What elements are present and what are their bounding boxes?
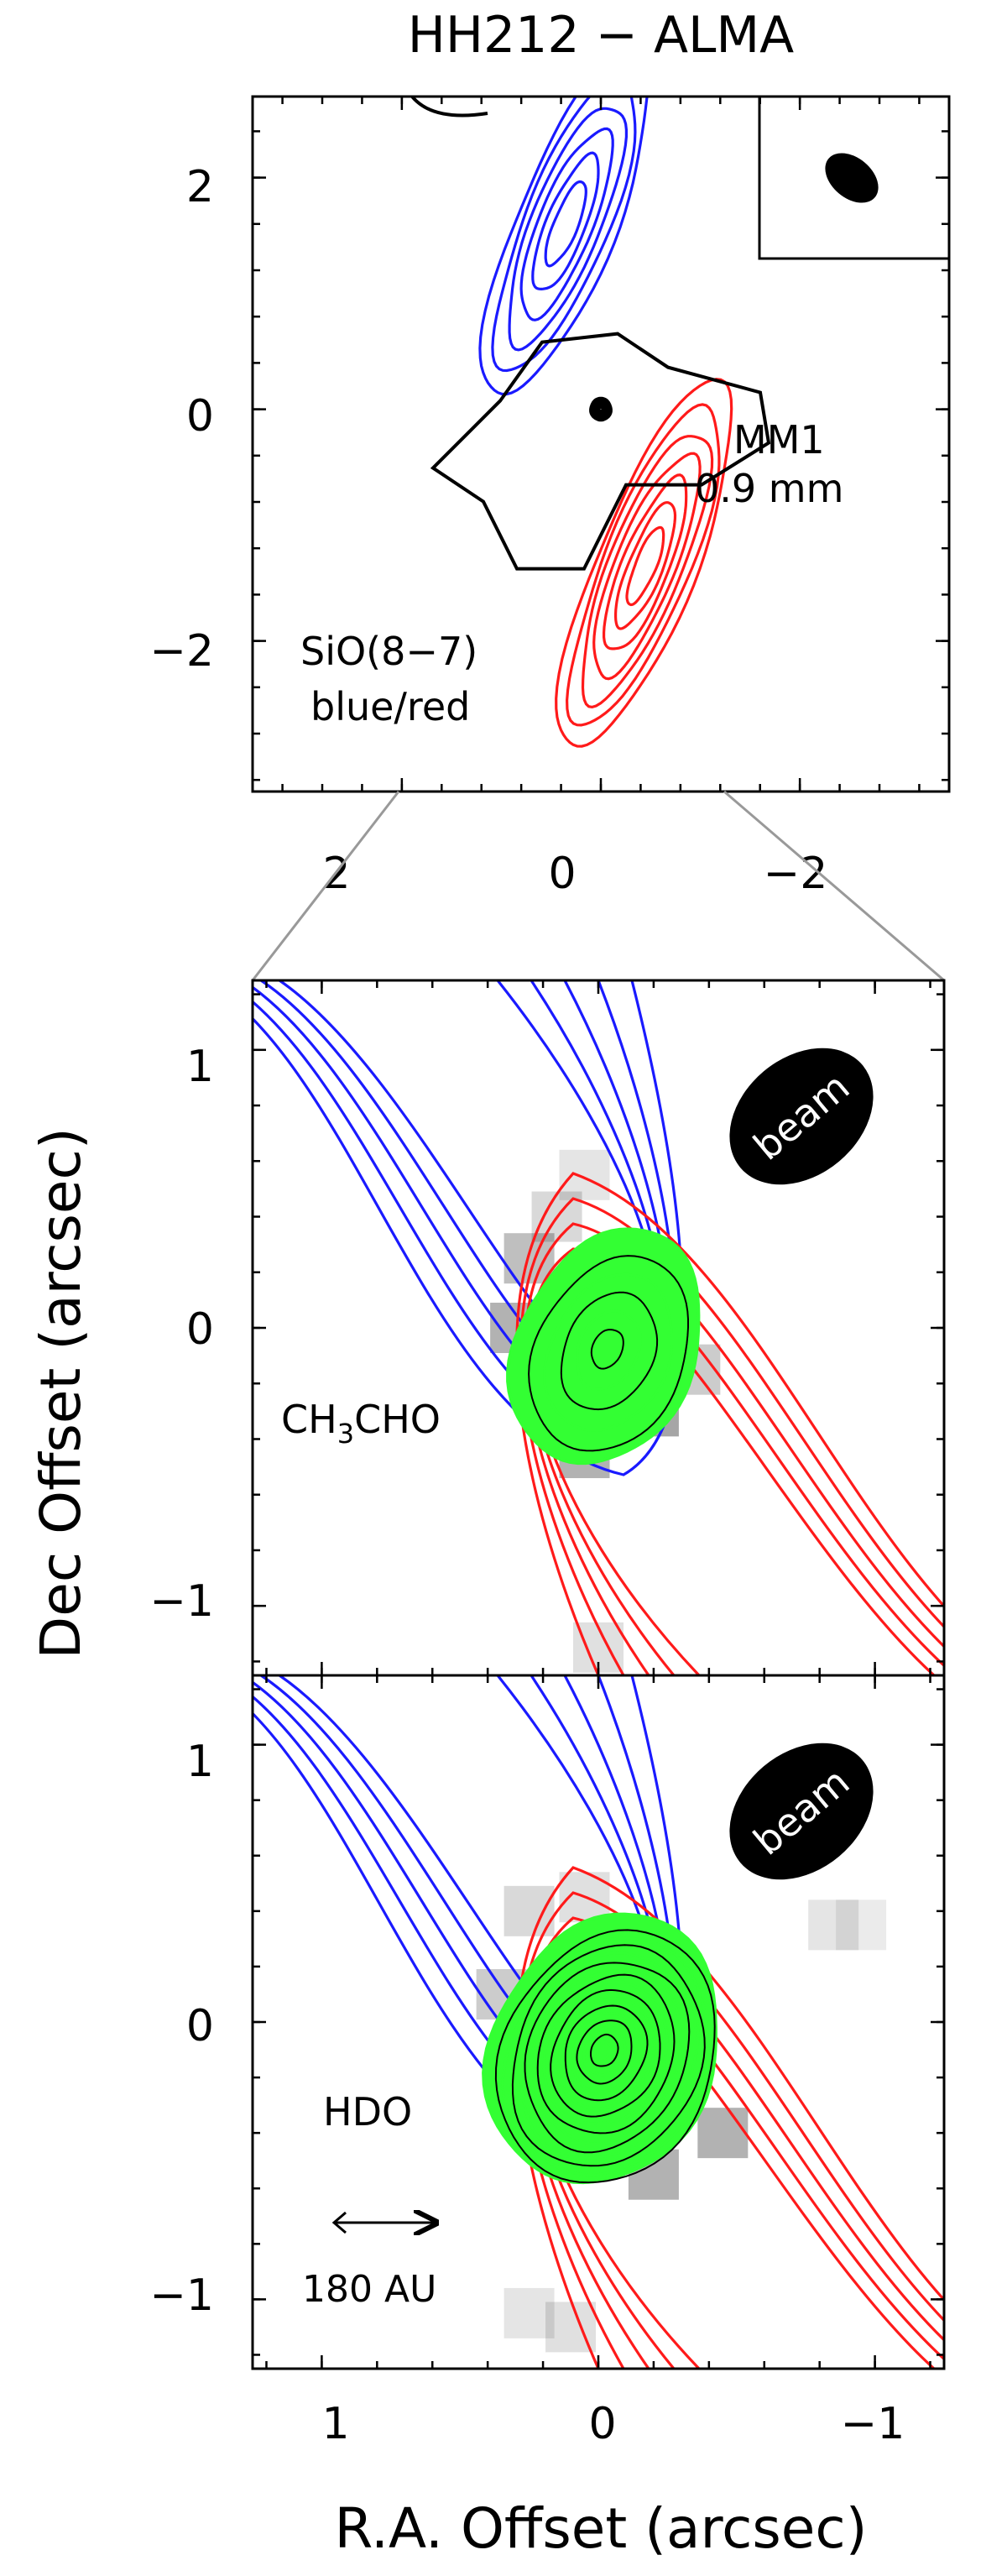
top-ytick-0: 0 [186, 391, 214, 442]
sio-blue-contour [531, 151, 600, 291]
bottom-ytick-0: 0 [186, 2001, 214, 2051]
emission-contour [582, 2025, 627, 2077]
sio-blue-contour [508, 107, 628, 352]
middle-ytick-m1: −1 [149, 1576, 214, 1627]
sio-blue-contour [519, 127, 614, 321]
top-ytick-m2: −2 [149, 626, 214, 677]
x-axis-label: R.A. Offset (arcsec) [335, 2496, 868, 2561]
intensity-pixel [697, 2108, 749, 2159]
red-lobe-contour [515, 1866, 944, 2369]
middle-beam: beam [729, 1048, 874, 1185]
bottom-ytick-m1: −1 [149, 2270, 214, 2321]
emission-contour [590, 1329, 624, 1370]
emission-contour [576, 1309, 643, 1391]
continuum-name: MM1 [733, 417, 825, 462]
sio-red-contour [581, 435, 714, 709]
top-xtick-m2: −2 [764, 849, 828, 899]
sio-red-contour [592, 452, 702, 681]
intensity-pixel [836, 1899, 887, 1951]
zoom-connector-left [251, 791, 400, 981]
line-lobes: blue/red [310, 684, 470, 729]
y-axis-label: Dec Offset (arcsec) [29, 1127, 93, 1659]
continuum-outer-contour [430, 332, 771, 571]
red-lobe-contour [527, 1247, 944, 1675]
panel-top: 2 0 −2 2 0 −2 MM1 0.9 mm SiO(8−7) blue/r… [149, 95, 951, 899]
middle-ytick-1: 1 [186, 1042, 214, 1092]
emission-contour [542, 1980, 669, 2125]
sio-red-contour [603, 473, 688, 651]
figure-title: HH212 − ALMA [408, 6, 794, 65]
emission-contour [556, 1997, 656, 2111]
continuum-edge-fragment [410, 97, 488, 118]
emission-contour [596, 2040, 613, 2060]
red-lobe-contour [519, 1891, 944, 2369]
red-lobe-contour [519, 1197, 944, 1675]
bottom-xtick-m1: −1 [841, 2399, 905, 2449]
scale-bar-left-head [331, 2211, 347, 2234]
scale-bar-label: 180 AU [302, 2268, 436, 2311]
middle-species-label: CH3CHO [281, 1397, 441, 1450]
emission-contour [529, 1968, 683, 2145]
sio-red-contour [565, 403, 721, 727]
sio-red-contour [555, 378, 733, 748]
continuum-core-contour [597, 405, 605, 414]
bottom-xtick-0: 0 [588, 2399, 616, 2449]
emission-contour [524, 1962, 691, 2154]
red-lobe-contour [524, 1916, 944, 2369]
bottom-beam: beam [729, 1743, 874, 1880]
red-lobe-contour [524, 1222, 944, 1675]
emission-contour [528, 1255, 689, 1452]
red-lobe-contour [515, 1172, 944, 1675]
emission-contour [590, 2033, 619, 2067]
bottom-ticks [253, 1675, 944, 2369]
panel-middle: beam CH3CHO 1 0 −1 [149, 979, 946, 1677]
emission-contour [536, 1973, 676, 2134]
top-contours [410, 97, 771, 748]
emission-contour [494, 1929, 716, 2184]
sio-blue-contour [544, 180, 587, 268]
emission-contour [543, 1272, 673, 1432]
emission-contour [569, 2011, 641, 2094]
sio-blue-contour [478, 97, 649, 396]
top-beam-ellipse [825, 153, 879, 203]
bottom-xtick-1: 1 [321, 2399, 349, 2449]
top-xtick-0: 0 [548, 849, 576, 899]
line-name: SiO(8−7) [300, 629, 477, 674]
intensity-pixel [808, 1899, 859, 1951]
emission-contour [501, 1936, 710, 2176]
continuum-band: 0.9 mm [695, 466, 843, 511]
emission-contour [519, 1952, 700, 2161]
middle-ytick-0: 0 [186, 1304, 214, 1355]
middle-contours [253, 980, 944, 1675]
emission-contour [576, 2020, 633, 2085]
intensity-pixel [559, 1149, 610, 1200]
emission-contour [564, 2004, 649, 2102]
bottom-contours [253, 1675, 944, 2369]
zoom-connector-right [723, 790, 945, 982]
emission-contour [511, 1944, 706, 2167]
emission-outer-contour [506, 1227, 701, 1466]
intensity-pixel [503, 2287, 555, 2338]
bottom-species-label: HDO [323, 2089, 412, 2134]
panel-bottom: beam HDO 180 AU 1 0 −1 1 0 −1 R.A. Offse… [149, 1674, 946, 2561]
emission-contour [550, 1988, 661, 2118]
bottom-ytick-1: 1 [186, 1737, 214, 1787]
sio-red-contour [625, 525, 665, 607]
top-beam-inset [758, 97, 949, 260]
blue-lobe-contour [253, 980, 684, 1476]
emission-contour [560, 1291, 659, 1411]
sio-red-contour [614, 501, 677, 630]
sio-blue-contour [491, 97, 637, 373]
top-ytick-2: 2 [186, 162, 214, 212]
top-ticks [253, 97, 949, 792]
